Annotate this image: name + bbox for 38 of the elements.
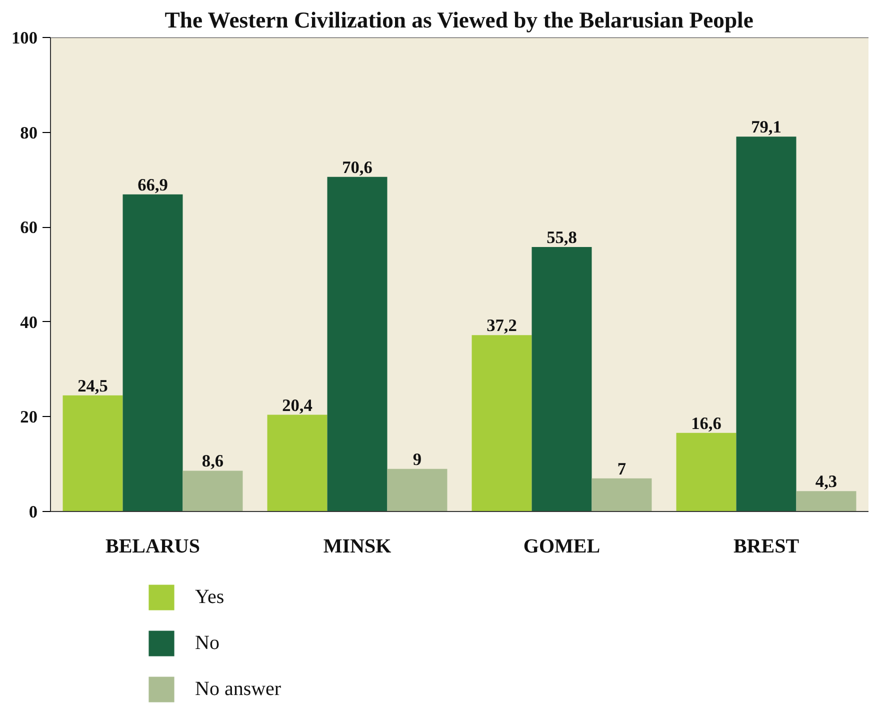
data-label: 16,6 <box>691 414 722 433</box>
data-label: 24,5 <box>78 376 108 396</box>
bar <box>592 478 652 512</box>
y-tick-label: 100 <box>12 28 38 48</box>
data-label: 20,4 <box>282 396 313 415</box>
bar <box>182 470 243 512</box>
legend-label: No <box>195 632 220 654</box>
bar <box>676 432 736 512</box>
data-label: 37,2 <box>486 316 517 336</box>
legend-label: Yes <box>195 586 224 608</box>
bar <box>532 247 592 512</box>
bar <box>327 176 388 512</box>
bar <box>122 194 183 512</box>
bar <box>267 414 328 512</box>
data-label: 9 <box>412 450 422 469</box>
bar <box>62 395 123 512</box>
bar <box>736 136 796 512</box>
data-label: 70,6 <box>342 158 373 177</box>
y-tick-label: 80 <box>20 123 38 142</box>
bar <box>472 335 532 512</box>
x-tick-label: BELARUS <box>106 536 200 558</box>
data-label: 4,3 <box>815 472 838 492</box>
data-label: 55,8 <box>546 228 578 248</box>
chart-title: The Western Civilization as Viewed by the Belarusian People <box>164 8 754 32</box>
bar <box>796 491 856 512</box>
x-tick-label: MINSK <box>323 536 392 558</box>
x-tick-label: BREST <box>733 536 800 558</box>
y-tick-label: 40 <box>20 312 38 332</box>
data-label: 79,1 <box>751 118 782 137</box>
y-tick-label: 0 <box>28 502 38 522</box>
data-label: 8,6 <box>202 452 224 471</box>
data-label: 7 <box>617 459 626 478</box>
legend-label: No answer <box>195 678 282 700</box>
y-tick-label: 60 <box>20 218 38 238</box>
data-label: 66,9 <box>138 175 168 194</box>
x-tick-label: GOMEL <box>523 536 600 558</box>
bar <box>387 468 448 512</box>
y-tick-label: 20 <box>20 408 38 427</box>
